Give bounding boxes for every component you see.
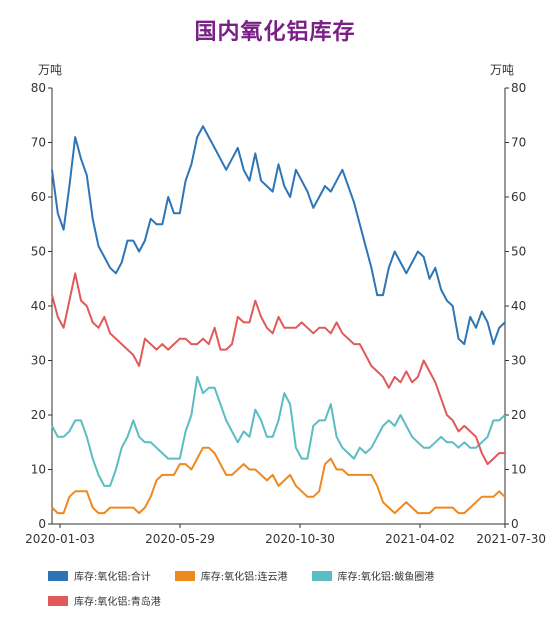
y-tick-label-left: 0 [38,517,46,531]
y-tick-label-left: 50 [31,245,46,259]
chart-series-lines [51,125,506,515]
x-tick-label: 2021-07-30 [476,532,546,546]
y-tick-label-left: 30 [31,354,46,368]
y-tick-label-right: 10 [511,463,526,477]
y-tick-label-right: 30 [511,354,526,368]
y-tick-label-right: 50 [511,245,526,259]
legend-item: 库存:氧化铝:连云港 [174,568,288,583]
legend-item: 库存:氧化铝:青岛港 [48,593,161,608]
chart-title: 国内氧化铝库存 [194,20,356,45]
y-tick-label-right: 60 [511,190,526,204]
legend-label: 库存:氧化铝:连云港 [200,572,288,583]
y-axis-unit-left: 万吨 [38,63,62,77]
y-axis-unit-right: 万吨 [490,63,514,77]
y-tick-label-right: 70 [511,136,526,150]
x-tick-label: 2020-01-03 [25,532,95,546]
y-tick-label-right: 20 [511,408,526,422]
x-tick-label: 2020-05-29 [145,532,215,546]
legend-item: 库存:氧化铝:鲅鱼圈港 [311,568,435,583]
y-tick-label-right: 40 [511,299,526,313]
y-tick-label-left: 40 [31,299,46,313]
legend-swatch [48,570,68,581]
y-tick-label-right: 0 [511,517,519,531]
y-tick-label-left: 80 [31,81,46,95]
chart-axes: 0 0 10 10 20 20 30 30 40 40 50 50 60 60 70 70 80 80 2020-0… [25,81,546,546]
legend-item: 库存:氧化铝:合计 [48,568,151,583]
x-tick-label: 2021-04-02 [385,532,455,546]
series-line-3 [51,272,505,466]
series-line-2 [51,375,506,487]
x-tick-label: 2020-10-30 [265,532,335,546]
y-tick-label-right: 80 [511,81,526,95]
series-line-0 [51,125,506,346]
chart-legend: 库存:氧化铝:合计 库存:氧化铝:连云港 库存:氧化铝:鲅鱼圈港库存:氧化铝:青岛港 [48,568,548,618]
legend-label: 库存:氧化铝:合计 [74,572,151,583]
series-line-1 [51,446,506,515]
legend-swatch [174,570,195,581]
legend-label: 库存:氧化铝:青岛港 [74,597,161,608]
y-tick-label-left: 60 [31,190,46,204]
legend-label: 库存:氧化铝:鲅鱼圈港 [337,572,435,583]
y-tick-label-left: 70 [31,136,46,150]
y-tick-label-left: 20 [31,408,46,422]
legend-swatch [48,595,68,606]
legend-swatch [311,570,332,581]
y-tick-label-left: 10 [31,463,46,477]
